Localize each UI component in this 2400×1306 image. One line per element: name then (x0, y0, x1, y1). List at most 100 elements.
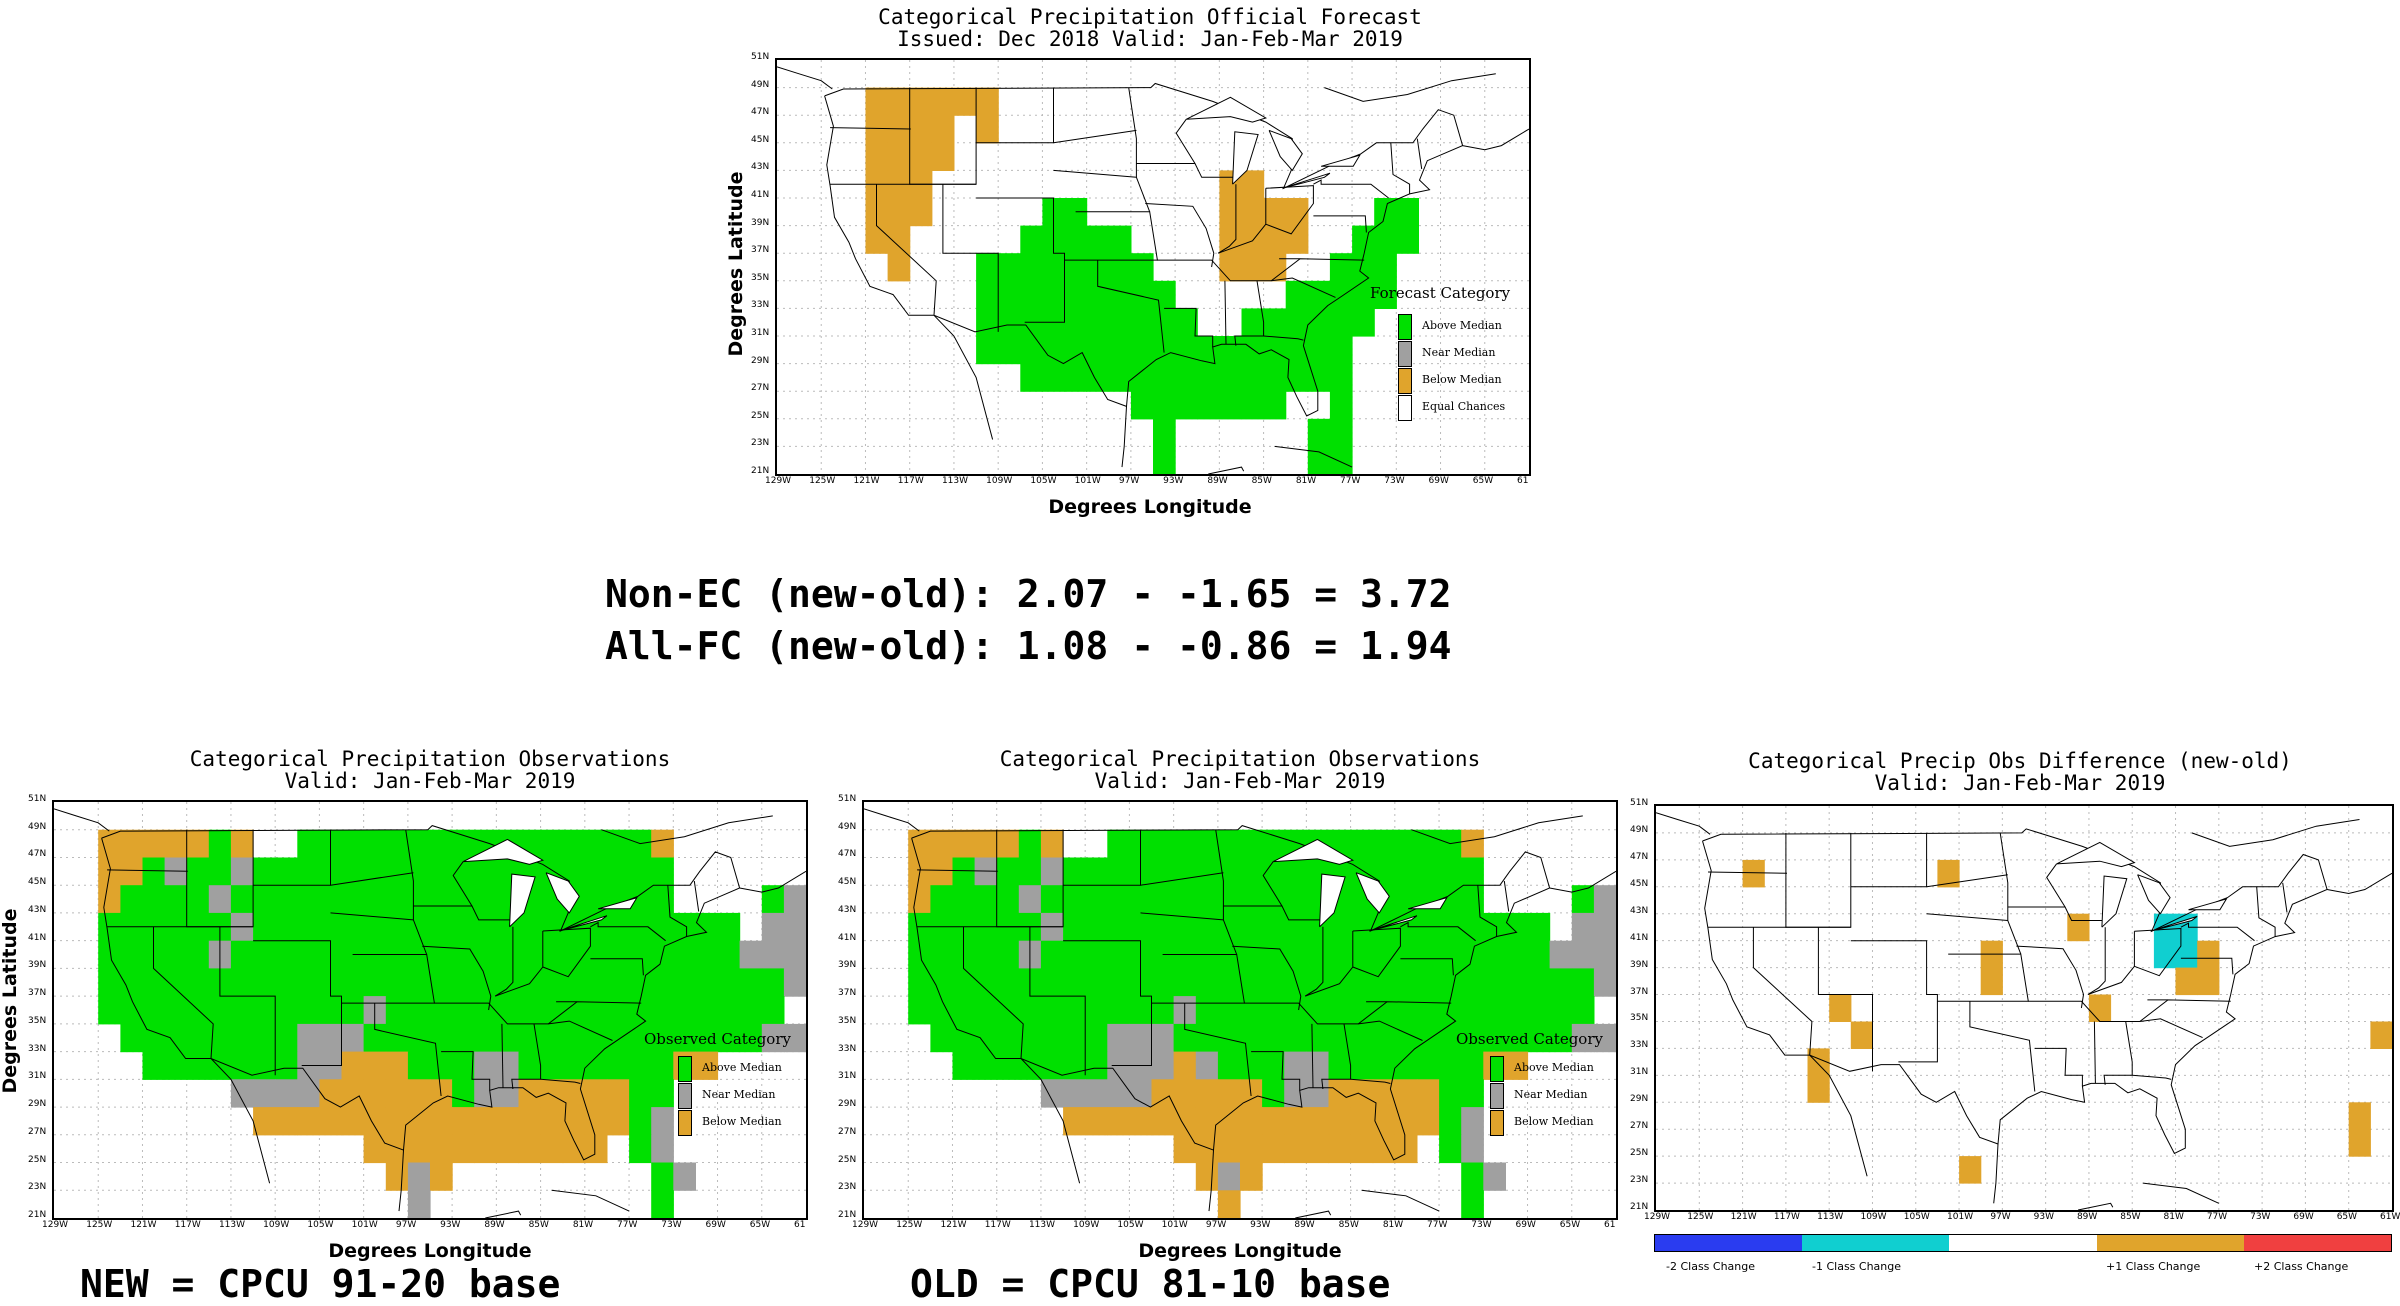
lat-tick-label: 33N (751, 300, 770, 311)
grid-cell (1129, 912, 1153, 942)
graticule (1656, 806, 2392, 1210)
grid-cell (1040, 885, 1064, 914)
grid-cell (1306, 940, 1330, 969)
grid-cell (629, 885, 652, 914)
grid-cell (865, 87, 889, 116)
state-line (2139, 1018, 2203, 1039)
grid-cell (584, 940, 608, 969)
legend-label: Near Median (702, 1088, 776, 1101)
us-outline (101, 825, 741, 1161)
grid-cell (673, 912, 696, 942)
coastline (2327, 872, 2392, 895)
grid-cell (297, 829, 320, 858)
grid-cell (1593, 912, 1616, 942)
grid-cell (1219, 198, 1243, 227)
grid-cell (363, 912, 387, 942)
lat-tick-label: 29N (838, 1099, 857, 1110)
grid-cell (584, 996, 608, 1025)
grid-cell (1173, 829, 1197, 858)
lat-tick-label: 35N (28, 1015, 47, 1026)
grid-cell (1020, 363, 1043, 392)
grid-cell (98, 968, 121, 997)
obs-new-title: Categorical Precipitation Observations V… (40, 748, 820, 792)
grid-cell (452, 1023, 475, 1053)
grid-cell (1173, 885, 1197, 914)
grid-cell (1262, 996, 1285, 1025)
grid-cell (1197, 363, 1220, 392)
grid-cell (562, 1107, 586, 1136)
grid-cell (496, 1107, 520, 1136)
grid-cell (1394, 885, 1418, 914)
state-line (1313, 215, 1367, 233)
grid-cell (275, 1107, 298, 1136)
lat-tick-label: 21N (1630, 1202, 1649, 1212)
colorbar-label-minus2: -2 Class Change (1666, 1260, 1756, 1273)
grid-cell (407, 885, 431, 914)
grid-cell (1240, 829, 1263, 858)
grid-cell (341, 1023, 365, 1053)
grid-cell (996, 940, 1020, 969)
grid-cell (1175, 308, 1198, 337)
grid-cell (606, 1107, 630, 1136)
grid-cell (887, 115, 911, 144)
forecast-ylabel: Degrees Latitude (725, 171, 747, 357)
grid-cell (253, 885, 276, 914)
grid-cell (606, 1051, 630, 1080)
grid-cell (1483, 968, 1506, 997)
grid-cell (1439, 1051, 1462, 1080)
grid-cell (275, 1079, 298, 1108)
grid-cell (1959, 1156, 1982, 1184)
grid-cell (562, 996, 586, 1025)
grid-cell (1307, 446, 1331, 474)
coastline (1361, 1189, 1440, 1212)
grid-cell (230, 1023, 254, 1053)
grid-cell (584, 1079, 608, 1108)
state-line (1477, 885, 1498, 937)
grid-cell (761, 912, 785, 942)
grid-cell (186, 857, 210, 886)
diff-title-line2: Valid: Jan-Feb-Mar 2019 (1874, 771, 2166, 795)
obs-new-cells (98, 829, 806, 1218)
state-line (1926, 874, 2008, 888)
legend-label: Near Median (1422, 346, 1496, 359)
grid-cell (1108, 363, 1132, 392)
grid-cell (120, 940, 144, 969)
grid-cell (1394, 1134, 1418, 1164)
grid-cell (230, 857, 254, 886)
grid-cell (1042, 253, 1066, 282)
grid-cell (120, 829, 144, 858)
coastline (933, 314, 994, 440)
state-line (1164, 307, 1214, 347)
grid-cell (909, 115, 933, 144)
grid-cell (385, 1162, 409, 1191)
grid-cell (1329, 446, 1353, 474)
legend-label: Equal Chances (1422, 400, 1506, 413)
grid-cell (1151, 1107, 1175, 1136)
lon-tick-label: 113W (218, 1220, 246, 1230)
grid-cell (976, 87, 999, 116)
great-lake (2137, 874, 2171, 915)
state-line (2087, 931, 2135, 995)
grid-cell (363, 1107, 387, 1136)
lat-tick-label: 45N (28, 877, 47, 888)
grid-cell (1262, 1051, 1285, 1080)
state-line (1358, 1020, 1423, 1041)
grid-cell (783, 912, 806, 942)
grid-cell (385, 1051, 409, 1080)
grid-cell (297, 996, 320, 1025)
state-line (1128, 87, 1151, 212)
grid-cell (1217, 1023, 1241, 1053)
grid-cell (998, 280, 1021, 309)
grid-cell (385, 829, 409, 858)
grid-cell (629, 1107, 652, 1136)
grid-cell (518, 1107, 542, 1136)
diff-title: Categorical Precip Obs Difference (new-o… (1650, 750, 2390, 794)
lat-tick-label: 43N (751, 162, 770, 173)
grid-cell (253, 912, 276, 942)
grid-cell (341, 1107, 365, 1136)
grid-cell (1063, 996, 1086, 1025)
grid-cell (430, 885, 453, 914)
state-line (1053, 129, 1137, 144)
grid-cell (1328, 1134, 1352, 1164)
grid-cell (407, 1107, 431, 1136)
